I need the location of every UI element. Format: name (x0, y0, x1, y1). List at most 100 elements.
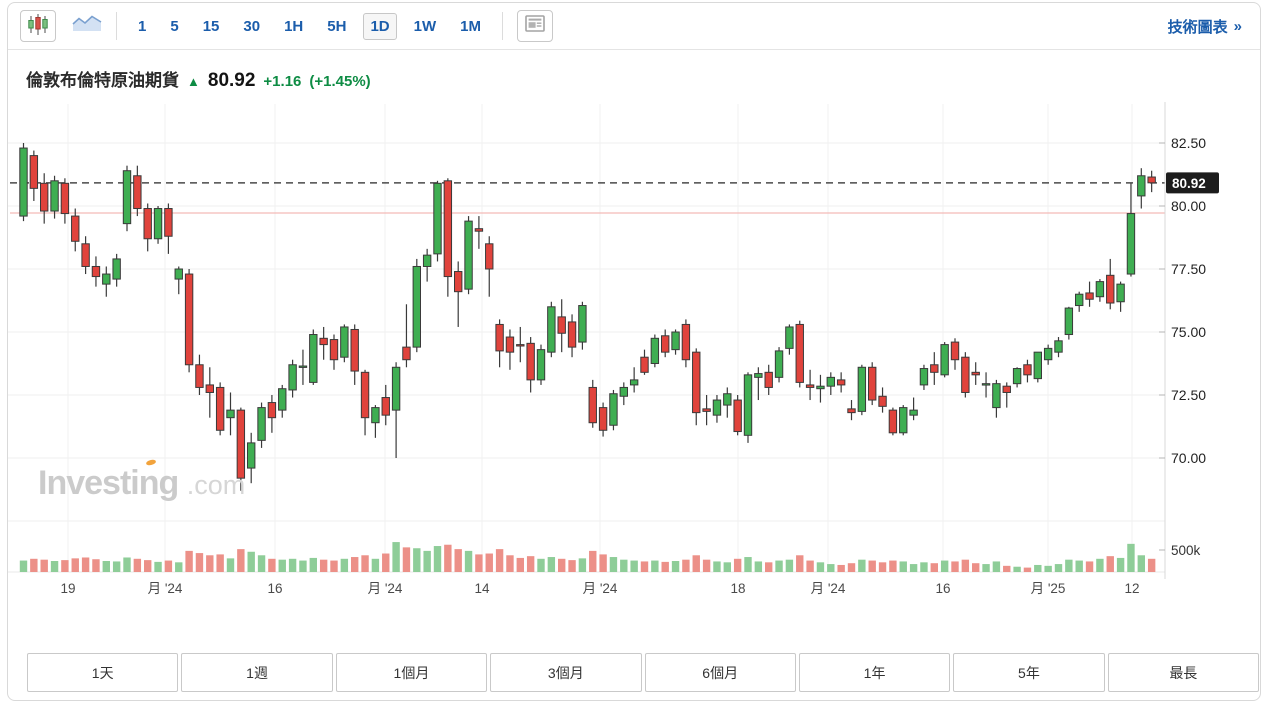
volume-bar (506, 555, 514, 572)
volume-bar (444, 544, 452, 572)
technical-chart-link[interactable]: 技術圖表 » (1168, 16, 1242, 37)
x-axis-label: 月 '24 (148, 581, 183, 596)
volume-bar (361, 555, 369, 572)
last-price-tag (1166, 172, 1219, 194)
volume-bar (713, 561, 721, 572)
interval-1d-selected[interactable]: 1D (363, 12, 397, 40)
candle-body (40, 182, 49, 212)
volume-bar (858, 559, 866, 572)
range-1year-button[interactable]: 1年 (798, 653, 951, 692)
volume-bar (195, 553, 204, 572)
candle-body (971, 371, 980, 376)
x-axis-label: 月 '25 (1031, 581, 1066, 596)
volume-bar (382, 553, 390, 572)
volume-bar (1013, 566, 1021, 572)
volume-bar (1127, 543, 1135, 572)
volume-bar (899, 561, 907, 572)
candle-body (122, 170, 132, 225)
candlestick-chart[interactable]: 82.50 80.00 77.50 75.00 72.50 70.00 500k 19 月 '2… (0, 96, 1270, 612)
candle-body (474, 228, 484, 232)
volume-bar (609, 557, 618, 572)
y-axis-tick-label: 77.50 (1171, 261, 1206, 277)
range-3months-button[interactable]: 3個月 (490, 653, 642, 692)
candle-body (526, 342, 535, 381)
interval-1m[interactable]: 1M (460, 17, 481, 35)
candle-body (1085, 292, 1094, 300)
volume-bar (827, 564, 835, 572)
candle-body (29, 155, 39, 189)
volume-bar (920, 562, 928, 572)
price-chart-canvas[interactable]: 82.50 80.00 77.50 75.00 72.50 70.00 500k 19 月 '2… (0, 96, 1270, 612)
range-1day-button[interactable]: 1天 (27, 653, 179, 692)
x-axis-label: 19 (60, 581, 75, 596)
interval-30[interactable]: 30 (243, 17, 261, 35)
volume-bar (268, 558, 276, 572)
volume-bar (475, 554, 483, 572)
interval-1h[interactable]: 1H (284, 17, 304, 35)
interval-15[interactable]: 15 (202, 17, 220, 35)
candle-body (153, 208, 163, 240)
volume-bar (692, 555, 700, 572)
chevron-right-icon: » (1233, 17, 1242, 35)
volume-bar (371, 558, 380, 572)
chart-toolbar: 1 5 15 30 1H 5H 1D 1W 1M 技術圖表 (8, 3, 1260, 50)
volume-bar (558, 558, 566, 572)
x-axis-label: 18 (730, 581, 745, 596)
candle-body (516, 344, 525, 347)
volume-bar (226, 558, 235, 572)
toolbar-separator (116, 12, 117, 40)
candle-body (50, 180, 59, 212)
volume-bar (288, 558, 297, 572)
interval-1[interactable]: 1 (138, 17, 147, 35)
candle-body (629, 379, 639, 386)
range-1month-button[interactable]: 1個月 (335, 653, 488, 692)
volume-bar (1116, 557, 1125, 572)
volume-bar (351, 557, 359, 572)
candle-body (650, 337, 660, 365)
volume-bar (216, 554, 224, 572)
candle-body (619, 386, 628, 397)
interval-5h[interactable]: 5H (327, 17, 347, 35)
instrument-header: 倫敦布倫特原油期貨 ▲ 80.92 +1.16 (+1.45%) (8, 50, 1260, 92)
volume-bar (464, 550, 473, 572)
candle-body (598, 407, 608, 431)
interval-5[interactable]: 5 (170, 17, 179, 35)
range-5years-button[interactable]: 5年 (953, 653, 1105, 692)
range-6months-button[interactable]: 6個月 (644, 653, 796, 692)
volume-bar (309, 557, 317, 572)
range-1week-button[interactable]: 1週 (181, 653, 333, 692)
candle-body (764, 371, 773, 388)
candlestick-chart-type-button[interactable] (20, 10, 56, 42)
candle-body (1043, 347, 1053, 361)
candlestick-icon (27, 12, 49, 41)
volume-bar (599, 554, 607, 572)
volume-bar (144, 560, 152, 572)
range-max-button[interactable]: 最長 (1107, 653, 1259, 692)
candle-body (112, 258, 121, 280)
volume-bar (247, 551, 255, 572)
candle-body (1147, 176, 1156, 184)
volume-bar (661, 561, 669, 572)
volume-bar (1147, 558, 1156, 572)
news-panel-button[interactable] (516, 10, 553, 42)
candle-body (868, 366, 877, 401)
candle-body (205, 384, 215, 393)
volume-bar (640, 561, 649, 572)
candle-body (795, 323, 804, 383)
price-change: +1.16 (263, 73, 302, 90)
volume-bar (972, 563, 980, 572)
candle-body (1095, 281, 1105, 298)
area-chart-type-button[interactable] (72, 14, 102, 38)
interval-1w[interactable]: 1W (413, 17, 437, 35)
volume-bar (765, 562, 773, 572)
volume-bar (961, 559, 970, 572)
volume-bar (185, 550, 193, 572)
last-price-tag-label: 80.92 (1172, 176, 1206, 191)
volume-bar (392, 542, 400, 572)
candle-body (298, 365, 308, 368)
candle-body (816, 385, 825, 390)
volume-bar (1034, 564, 1042, 572)
volume-bar (940, 560, 949, 572)
candle-body (712, 399, 722, 416)
candle-body (102, 273, 111, 285)
